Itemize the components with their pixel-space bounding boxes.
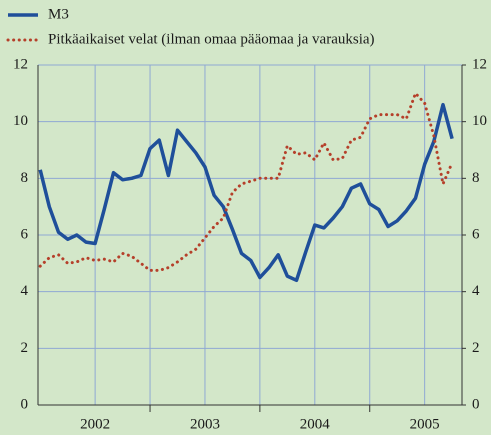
y-tick-label: 12 [13,56,28,72]
y-tick-label: 6 [21,226,29,242]
y-tick-label: 4 [21,283,29,299]
line-series [38,102,454,283]
y-tick-label: 0 [21,396,29,412]
y2-tick-label: 8 [472,170,480,186]
legend-label: M3 [48,6,69,22]
x-tick-label: 2003 [190,416,220,432]
y-tick-label: 10 [13,113,28,129]
y2-tick-label: 4 [472,283,480,299]
y2-tick-label: 10 [472,113,487,129]
y-tick-label: 8 [21,170,29,186]
x-tick-label: 2004 [300,416,331,432]
y2-tick-label: 6 [472,226,480,242]
x-tick-label: 2002 [80,416,110,432]
y2-tick-label: 0 [472,396,480,412]
x-tick-label: 2005 [410,416,440,432]
y2-tick-label: 12 [472,56,487,72]
legend-label: Pitkäaikaiset velat (ilman omaa pääomaa … [48,31,375,47]
y-tick-label: 2 [21,340,29,356]
line-series [38,91,454,272]
y2-tick-label: 2 [472,340,480,356]
